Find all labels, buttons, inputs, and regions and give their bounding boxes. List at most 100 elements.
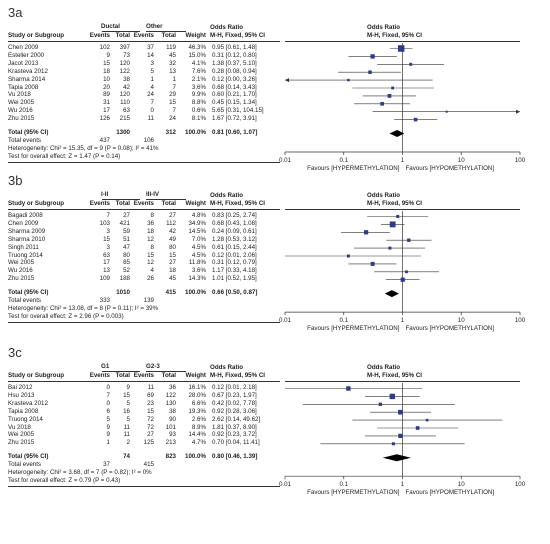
total-1: 52 [123, 267, 130, 275]
x-tick-label: 10 [458, 317, 465, 324]
weight: 28.0% [188, 391, 206, 399]
study-marker [409, 62, 413, 66]
total-1: 27 [123, 212, 130, 219]
total-1: 80 [123, 251, 130, 259]
header-underline-plot [285, 41, 520, 42]
weight: 14.4% [188, 431, 206, 439]
header-or-plot-sub: M-H, Fixed, 95% CI [367, 200, 423, 207]
x-tick-label: 0.01 [279, 157, 292, 164]
total-n1: 1010 [116, 289, 130, 297]
header-or: Odds Ratio [210, 192, 244, 199]
group-header-1: I-II [101, 191, 109, 198]
total-1: 2 [126, 439, 130, 447]
study-marker [378, 402, 383, 406]
total-2: 49 [169, 235, 176, 243]
events-1: 109 [99, 275, 110, 283]
events-1: 17 [103, 259, 110, 267]
group-header-2: G2-3 [146, 363, 160, 370]
total-events-label: Total events [8, 297, 42, 305]
total-2: 93 [169, 431, 176, 439]
x-tick-label: 100 [515, 157, 526, 164]
total-2: 32 [169, 59, 176, 67]
or-ci: 0.92 [0.23, 3.72] [212, 431, 257, 439]
study-marker [391, 86, 395, 90]
study-name: Vu 2018 [8, 91, 31, 99]
events-2: 8 [150, 243, 154, 251]
or-ci: 0.83 [0.25, 2.74] [212, 212, 257, 219]
study-marker [413, 117, 418, 122]
total-2: 101 [165, 423, 176, 431]
header-events-1: Events [89, 372, 110, 379]
total-1: 59 [123, 227, 130, 235]
events-2: 18 [147, 227, 154, 235]
study-marker [347, 78, 350, 82]
group-header-2: Other [146, 23, 163, 30]
weight: 8.1% [191, 115, 206, 123]
events-1: 9 [106, 51, 110, 59]
events-1: 31 [103, 99, 110, 107]
weight: 46.3% [188, 44, 206, 51]
pooled-diamond [384, 290, 399, 298]
study-marker [346, 254, 350, 258]
or-ci: 0.24 [0.09, 0.61] [212, 227, 257, 235]
or-ci: 0.28 [0.08, 0.94] [212, 67, 257, 75]
header-or-sub: M-H, Fixed, 95% CI [210, 32, 266, 39]
events-2: 27 [147, 431, 154, 439]
study-name: Sharma 2010 [8, 235, 46, 243]
events-1: 0 [106, 399, 110, 407]
x-tick-label: 10 [458, 157, 465, 164]
or-ci: 2.62 [0.14, 49.62] [212, 415, 261, 423]
total-2: 130 [165, 399, 176, 407]
forest-panel: 3b I-II III-IV Study or Subgroup Events Total… [0, 168, 550, 336]
study-marker [445, 110, 448, 113]
weight: 4.8% [191, 212, 206, 219]
x-tick-label: 0.01 [279, 481, 292, 488]
header-total-1: Total [115, 200, 130, 207]
total-1: 110 [120, 99, 130, 107]
study-name: Zhu 2015 [8, 115, 35, 123]
x-tick-label: 0.1 [339, 481, 348, 488]
total-weight: 100.0% [185, 453, 206, 461]
x-tick-label: 100 [515, 481, 526, 488]
study-name: Vu 2018 [8, 423, 31, 431]
total-or-ci: 0.81 [0.60, 1.07] [212, 129, 258, 136]
events-2: 72 [147, 415, 154, 423]
total-n2: 415 [165, 289, 176, 297]
total-weight: 100.0% [185, 289, 206, 297]
header-weight: Weight [185, 372, 206, 379]
study-name: Sharma 2014 [8, 75, 46, 83]
total-2: 122 [165, 391, 176, 399]
group-underline-1 [102, 371, 140, 372]
group-header-1: Ductal [101, 23, 120, 30]
weight: 2.6% [191, 415, 206, 423]
forest-plot: 0.01 0.1 1 10 100 Favours [HYPERMETHYLATION] F… [279, 43, 526, 172]
heterogeneity-text: Heterogeneity: Chi² = 15.35, df = 9 (P =… [8, 145, 159, 152]
total-1: 15 [123, 391, 130, 399]
pooled-diamond [389, 130, 405, 137]
favours-left-label: Favours [HYPERMETHYLATION] [307, 165, 400, 172]
events-1: 63 [103, 251, 110, 259]
events-2: 23 [147, 399, 154, 407]
header-study: Study or Subgroup [8, 200, 65, 207]
header-weight: Weight [185, 200, 206, 207]
header-or: Odds Ratio [210, 364, 244, 371]
forest-panel: 3a Ductal Other Study or Subgroup Events Tota… [0, 0, 550, 172]
header-or-plot-sub: M-H, Fixed, 95% CI [367, 32, 423, 39]
events-2: 12 [147, 259, 154, 267]
panel-label: 3c [8, 345, 22, 360]
favours-left-label: Favours [HYPERMETHYLATION] [307, 325, 400, 332]
events-1: 10 [103, 75, 110, 83]
total-events-label: Total events [8, 137, 42, 144]
x-tick-label: 100 [515, 317, 526, 324]
total-1: 73 [123, 51, 130, 59]
events-2: 7 [150, 99, 154, 107]
table-bottom-line [8, 162, 280, 163]
total-2: 42 [169, 227, 176, 235]
panel-label: 3b [8, 173, 23, 188]
total-label: Total (95% CI) [8, 129, 49, 136]
or-ci: 5.65 [0.31, 104.15] [212, 107, 264, 115]
total-events-1: 437 [99, 137, 110, 144]
events-2: 24 [147, 91, 154, 99]
or-ci: 1.17 [0.33, 4.18] [212, 267, 257, 275]
weight: 0.6% [191, 107, 206, 115]
